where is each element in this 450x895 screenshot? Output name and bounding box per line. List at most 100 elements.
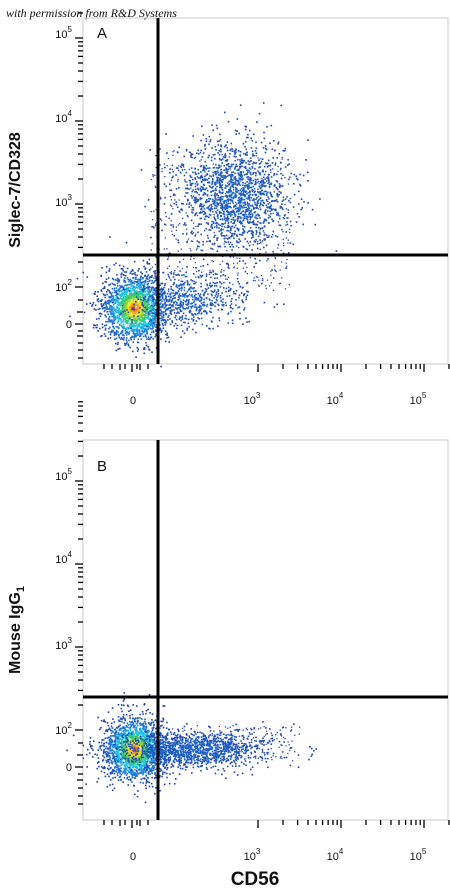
scatter-point (225, 262, 228, 265)
scatter-point (147, 288, 150, 291)
scatter-point (125, 304, 127, 306)
scatter-point (184, 275, 187, 278)
scatter-point (160, 365, 162, 368)
scatter-point (145, 299, 148, 301)
scatter-point (273, 191, 275, 193)
scatter-point (206, 207, 208, 209)
scatter-point (141, 769, 144, 772)
scatter-point (221, 192, 223, 194)
scatter-point (152, 321, 155, 324)
scatter-point (191, 302, 193, 305)
scatter-point (152, 307, 155, 310)
scatter-point (214, 218, 217, 221)
scatter-point (249, 180, 251, 183)
scatter-point (117, 715, 120, 718)
scatter-point (284, 198, 287, 200)
scatter-point (169, 196, 172, 198)
scatter-point (140, 326, 143, 329)
scatter-point (129, 287, 132, 289)
scatter-point (161, 329, 163, 332)
scatter-point (303, 201, 305, 203)
scatter-point (139, 323, 142, 326)
scatter-point (195, 212, 197, 214)
scatter-point (134, 769, 136, 771)
scatter-point (234, 166, 236, 169)
scatter-point (195, 270, 198, 273)
scatter-point (107, 321, 109, 323)
scatter-point (194, 322, 196, 325)
scatter-point (241, 234, 244, 236)
scatter-point (186, 276, 188, 278)
scatter-point (144, 315, 146, 318)
scatter-point (264, 218, 266, 221)
scatter-point (180, 248, 182, 250)
scatter-point (277, 244, 280, 246)
scatter-point (266, 193, 268, 195)
scatter-point (245, 206, 247, 209)
scatter-point (199, 309, 201, 312)
scatter-point (126, 267, 129, 270)
scatter-point (148, 277, 151, 279)
scatter-point (239, 166, 242, 169)
scatter-point (228, 190, 231, 192)
scatter-point (259, 204, 261, 207)
scatter-point (220, 202, 223, 205)
scatter-point (155, 186, 157, 189)
scatter-point (125, 310, 127, 313)
scatter-point (240, 292, 243, 294)
scatter-point (136, 274, 138, 277)
scatter-point (119, 324, 121, 327)
scatter-point (257, 208, 259, 210)
scatter-point (187, 322, 190, 325)
scatter-point (93, 292, 96, 295)
scatter-point (292, 243, 294, 246)
scatter-point (153, 318, 156, 320)
scatter-point (234, 172, 236, 175)
scatter-point (135, 322, 137, 325)
scatter-point (264, 162, 267, 164)
scatter-point (138, 317, 140, 319)
scatter-point (249, 199, 251, 202)
scatter-point (153, 227, 155, 229)
scatter-point (240, 233, 242, 236)
scatter-point (186, 187, 188, 189)
scatter-point (218, 304, 220, 307)
scatter-point (238, 174, 241, 176)
scatter-point (224, 200, 226, 202)
scatter-point (175, 274, 177, 276)
scatter-point (268, 234, 270, 237)
scatter-point (125, 316, 128, 318)
scatter-point (220, 179, 223, 182)
scatter-point (115, 291, 118, 294)
scatter-point (106, 308, 109, 310)
scatter-point (165, 212, 167, 214)
scatter-point (197, 225, 199, 227)
scatter-point (204, 160, 207, 163)
scatter-point (200, 302, 203, 304)
scatter-point (277, 143, 279, 145)
scatter-point (219, 185, 221, 187)
scatter-point (210, 175, 212, 178)
scatter-point (242, 219, 244, 222)
scatter-point (214, 145, 217, 148)
scatter-point (280, 172, 282, 175)
scatter-point (134, 287, 137, 290)
scatter-point (191, 305, 193, 308)
scatter-point (180, 280, 183, 283)
scatter-point (136, 705, 138, 707)
scatter-point (178, 261, 181, 263)
scatter-point (254, 190, 256, 193)
scatter-point (143, 720, 146, 723)
scatter-point (192, 232, 195, 234)
scatter-point (289, 242, 292, 244)
scatter-point (260, 227, 262, 229)
scatter-point (232, 246, 235, 248)
scatter-point (245, 167, 247, 170)
scatter-point (245, 191, 247, 194)
scatter-point (281, 200, 284, 203)
scatter-point (228, 198, 230, 200)
scatter-point (109, 236, 111, 238)
scatter-point (274, 184, 276, 186)
scatter-point (194, 313, 196, 315)
scatter-point (229, 226, 232, 229)
